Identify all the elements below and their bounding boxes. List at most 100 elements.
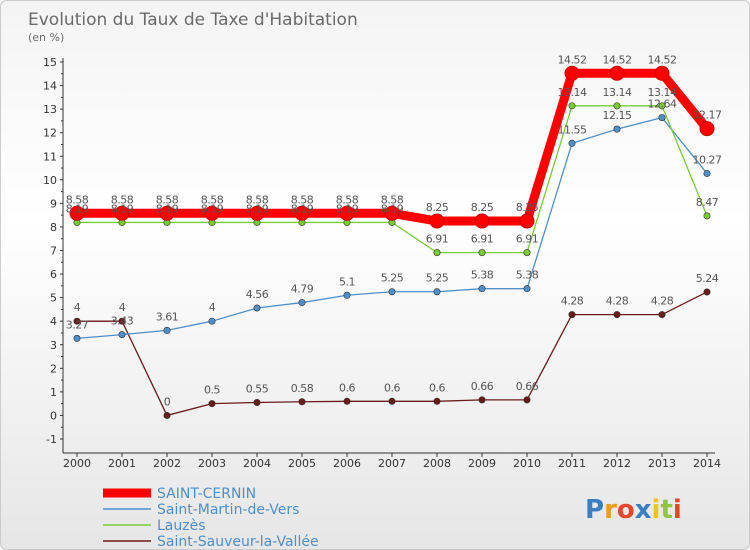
y-tick-label: 5 [50,292,57,305]
data-label: 4.28 [651,295,674,308]
data-point [388,397,396,405]
data-label: 4.56 [246,288,269,301]
data-label: 14.52 [648,53,677,66]
data-label: 8.25 [516,201,539,214]
logo-letter: i [652,495,661,525]
data-label: 0.66 [471,380,494,393]
data-point [613,311,621,319]
x-tick-label: 2005 [288,457,316,470]
x-tick-label: 2004 [243,457,271,470]
x-tick-label: 2008 [423,457,451,470]
legend-label: Lauzès [157,518,206,534]
y-tick-label: 8 [50,221,57,234]
x-tick-label: 2007 [378,457,406,470]
y-tick-label: 9 [50,197,57,210]
data-label: 14.52 [558,53,587,66]
data-label: 4.28 [561,295,584,308]
data-point [613,102,621,110]
data-point [568,311,576,319]
data-point [654,65,670,81]
data-point [114,205,130,221]
data-point [253,304,261,312]
data-point [339,205,355,221]
data-point [523,285,531,293]
data-label: 5.24 [696,272,719,285]
data-point [69,205,85,221]
x-tick-label: 2012 [603,457,631,470]
chart-title: Evolution du Taux de Taxe d'Habitation [28,10,358,30]
logo-letter: o [617,495,635,525]
data-label: 5.25 [381,272,404,285]
x-tick-label: 2011 [558,457,586,470]
data-label: 5.25 [426,272,449,285]
data-point [163,326,171,334]
x-tick-label: 2013 [648,457,676,470]
data-label: 5.1 [339,275,355,288]
data-point [429,213,445,229]
data-labels-layer: 8.58 8.58 8.58 8.58 8.58 8.58 8.58 8.58 8.25 8.25… [66,53,723,408]
y-tick-label: 2 [50,362,57,375]
data-point [564,65,580,81]
data-label: 0.55 [246,382,269,395]
logo-letter: t [660,495,672,525]
data-point [388,288,396,296]
data-label: 4.28 [606,295,629,308]
y-axis-unit-label: (en %) [28,31,64,44]
data-label: 4 [119,301,126,314]
data-label: 6.91 [471,233,494,246]
x-tick-label: 2001 [108,457,136,470]
y-tick-label: -1 [46,433,57,446]
data-label: 12.17 [693,109,722,122]
data-point [298,398,306,406]
data-point [658,311,666,319]
legend: SAINT-CERNINSaint-Martin-de-VersLauzèsSa… [103,486,319,550]
data-label: 4 [74,301,81,314]
data-point [159,205,175,221]
data-point [433,288,441,296]
x-tick-label: 2000 [63,457,91,470]
data-label: 8.47 [696,196,719,209]
x-tick-label: 2010 [513,457,541,470]
x-tick-label: 2006 [333,457,361,470]
data-point [208,400,216,408]
data-label: 0.6 [339,381,355,394]
data-label: 4.79 [291,283,314,296]
data-point [73,317,81,325]
data-label: 8.58 [201,193,224,206]
data-point [699,121,715,137]
data-label: 11.55 [558,123,587,136]
y-tick-label: 10 [43,174,57,187]
data-label: 8.58 [336,193,359,206]
data-point [249,205,265,221]
proxiti-logo: Proxiti [585,495,682,525]
data-point [253,398,261,406]
data-label: 3.27 [66,318,89,331]
data-point [519,213,535,229]
data-point [433,397,441,405]
data-point [609,65,625,81]
x-tick-label: 2014 [693,457,721,470]
data-point [204,205,220,221]
data-label: 3.61 [156,310,179,323]
y-tick-label: 13 [43,103,57,116]
y-tick-label: 11 [43,150,57,163]
legend-label: Saint-Sauveur-la-Vallée [157,534,319,550]
data-label: 0 [164,395,171,408]
data-label: 4 [209,301,216,314]
data-label: 8.19 [336,202,359,215]
data-point [73,334,81,342]
logo-letter: x [635,495,652,525]
data-label: 8.19 [291,202,314,215]
y-tick-label: 1 [50,386,57,399]
data-point [118,317,126,325]
data-label: 6.91 [426,233,449,246]
data-label: 0.58 [291,382,314,395]
data-label: 8.19 [246,202,269,215]
data-label: 8.19 [156,202,179,215]
data-label: 8.58 [246,193,269,206]
data-point [703,212,711,220]
data-point [703,169,711,177]
data-label: 3.43 [111,315,134,328]
